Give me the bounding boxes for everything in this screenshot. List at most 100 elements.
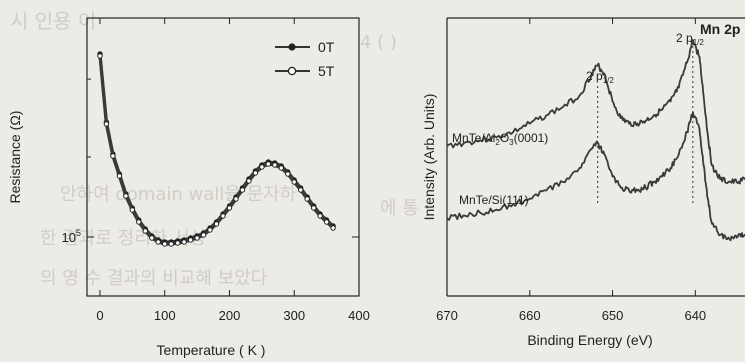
left-series-1-point-24	[252, 170, 259, 176]
left-series-1-point-36	[330, 225, 336, 231]
right-series-0-point-27	[719, 178, 722, 181]
right-series-0-point-7	[562, 106, 564, 108]
right-series-1-point-18	[661, 175, 664, 178]
left-series-1-point-29	[285, 171, 291, 177]
left-series-1-point-30	[291, 179, 297, 185]
right-series-0-point-3	[495, 136, 498, 139]
right-series-0-point-15	[636, 122, 639, 125]
left-series-line-1	[98, 55, 335, 246]
legend-0t-label: 0T	[318, 39, 335, 55]
right-series-0-point-10	[596, 64, 599, 67]
right-series-1-point-16	[644, 186, 647, 189]
left-series-1-point-31	[298, 187, 304, 193]
left-series-group	[97, 51, 336, 247]
left-series-1-point-7	[142, 228, 149, 234]
right-x-tick-group: 670 660 650 640	[436, 18, 706, 323]
legend-0t-marker	[288, 43, 296, 51]
right-series-1-point-8	[578, 167, 581, 170]
peak-label-right-main: 2 p	[676, 31, 693, 45]
right-x-tick-label-3: 640	[684, 308, 706, 323]
svg-text:에 통: 에 통	[380, 198, 419, 219]
left-series-1-point-21	[233, 196, 239, 202]
right-series-0-point-9	[591, 72, 593, 75]
right-series-0-point-2	[479, 139, 481, 142]
right-series-1-point-12	[611, 175, 614, 178]
right-series-0-point-13	[619, 117, 622, 119]
left-x-axis-label: Temperature ( K )	[157, 342, 266, 358]
left-series-1-point-0	[97, 53, 103, 59]
left-series-1-point-17	[207, 227, 213, 233]
left-series-1-point-1	[103, 121, 110, 127]
svg-text:의 영 수 결과의 비교해 보았다: 의 영 수 결과의 비교해 보았다	[40, 268, 268, 289]
right-series-0-point-23	[698, 56, 701, 58]
right-series-0-point-1	[462, 142, 465, 145]
peak-label-left-main: 2 p	[586, 69, 603, 83]
left-series-1-point-23	[246, 178, 252, 184]
left-series-1-point-9	[155, 239, 161, 245]
right-series-0-point-5	[528, 122, 531, 125]
right-y-axis-label: Intensity (Arb. Units)	[421, 94, 437, 221]
left-series-1-point-2	[110, 153, 116, 159]
left-series-1-point-11	[168, 241, 174, 247]
right-series-1-point-26	[711, 222, 713, 225]
peak-label-right: 2 p1/2	[676, 31, 704, 47]
series-label-al2o3-sub2: 3	[509, 138, 514, 147]
right-series-0-point-18	[661, 108, 664, 111]
right-series-0-point-4	[512, 131, 515, 133]
right-series-0-point-26	[711, 164, 713, 167]
left-series-1-point-28	[278, 165, 284, 171]
right-series-1-point-9	[591, 147, 593, 150]
right-series-0-point-19	[669, 100, 672, 103]
left-x-tick-label-0: 0	[96, 308, 103, 323]
legend-5t-label: 5T	[318, 63, 335, 79]
right-series-1-point-23	[698, 128, 701, 131]
series-label-al2o3-part3: (0001)	[514, 131, 549, 145]
right-series-1-point-3	[495, 208, 498, 211]
right-series-1-point-29	[735, 236, 738, 239]
right-series-0-point-0	[447, 145, 448, 147]
left-series-1-point-10	[162, 241, 168, 247]
left-series-1-point-13	[181, 239, 187, 245]
left-x-tick-label-1: 100	[154, 308, 176, 323]
right-series-1-point-5	[528, 197, 531, 200]
left-y-tick-group: 105	[62, 78, 359, 245]
right-series-0-point-21	[686, 61, 688, 64]
left-series-1-point-22	[239, 187, 246, 193]
right-series-0-point-24	[702, 94, 705, 97]
left-series-1-point-34	[317, 213, 323, 219]
right-series-0-point-20	[677, 86, 680, 89]
right-series-1-point-6	[545, 189, 548, 192]
right-series-0-point-16	[644, 120, 647, 122]
right-series-0-point-25	[706, 133, 709, 136]
left-series-1-point-33	[311, 205, 317, 211]
xps-chart: 670 660 650 640 MnTe/Al2O3(0001) MnTe/Si(11…	[421, 17, 745, 348]
svg-text:시 인용 이: 시 인용 이	[10, 9, 96, 33]
left-series-1-point-20	[226, 205, 233, 211]
right-series-1-point-4	[512, 203, 515, 206]
series-label-si: MnTe/Si(111)	[459, 193, 529, 207]
mn2p-label: Mn 2p	[700, 21, 740, 37]
right-x-tick-label-1: 660	[519, 308, 541, 323]
series-label-al2o3-part1: MnTe/Al	[452, 131, 495, 145]
left-legend: 0T 5T	[275, 39, 335, 79]
left-series-1-point-27	[272, 162, 278, 168]
right-peak-markers	[597, 46, 694, 205]
right-series-1-point-22	[692, 111, 694, 114]
background-bleed-text: 시 인용 이 4 ( ) 안하여 domain wall을 문자하 에 통 한 …	[10, 9, 419, 289]
right-series-1-point-10	[596, 142, 599, 145]
left-x-tick-label-2: 200	[219, 308, 241, 323]
left-x-tick-group: 0 100 200 300 400	[96, 18, 370, 323]
right-series-1-point-20	[677, 153, 680, 156]
left-y-axis-label: Resistance (Ω)	[7, 111, 23, 204]
left-series-1-point-32	[304, 196, 310, 202]
left-series-1-point-3	[116, 173, 123, 179]
right-series-0-point-6	[545, 114, 548, 117]
right-series-1-point-21	[686, 131, 688, 133]
right-series-1-point-17	[653, 181, 655, 183]
right-series-0-point-12	[611, 100, 614, 103]
left-series-1-point-14	[187, 237, 194, 243]
left-series-1-point-25	[259, 164, 265, 170]
left-series-1-point-6	[136, 219, 142, 225]
left-series-1-point-12	[175, 240, 181, 246]
